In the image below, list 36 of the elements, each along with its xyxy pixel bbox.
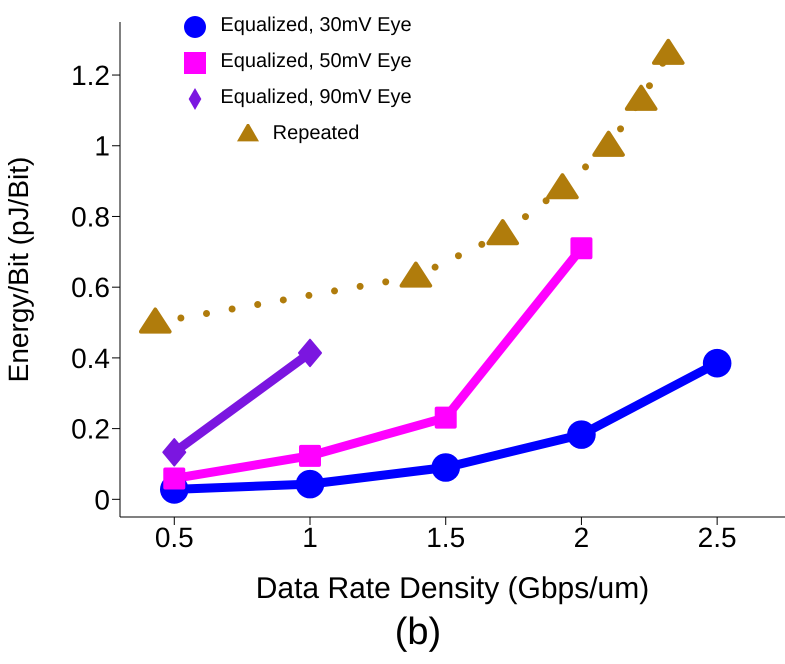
point: [652, 38, 685, 65]
y-tick-label: 0.4: [71, 342, 110, 374]
point: [592, 130, 625, 157]
x-tick-label: 1.5: [426, 522, 466, 553]
legend-label: Equalized, 90mV Eye: [220, 86, 412, 108]
legend-label: Repeated: [272, 122, 360, 144]
point: [162, 438, 186, 466]
point: [138, 308, 172, 334]
point: [296, 470, 324, 498]
x-tick-label: 0.5: [154, 522, 194, 553]
legend-label: Equalized, 30mV Eye: [220, 14, 412, 36]
point: [400, 262, 432, 288]
point: [567, 420, 596, 449]
y-tick-label: 0: [94, 484, 110, 516]
point: [486, 219, 520, 246]
y-tick-label: 0.8: [71, 201, 110, 232]
point: [299, 444, 321, 467]
y-axis-title: Energy/Bit (pJ/Bit): [2, 156, 34, 382]
x-tick-label: 2: [574, 522, 590, 553]
y-tick-label: 1.2: [71, 60, 110, 91]
point: [570, 237, 592, 260]
point: [298, 338, 322, 368]
point: [434, 406, 457, 429]
point: [702, 348, 732, 378]
point: [163, 467, 186, 490]
point: [546, 173, 579, 200]
x-tick-label: 2.5: [698, 522, 737, 553]
y-tick-label: 0.6: [71, 272, 110, 304]
x-tick-label: 1: [302, 522, 318, 553]
text: (b): [394, 610, 442, 655]
y-tick-label: 1: [94, 130, 110, 162]
legend-label: Equalized, 50mV Eye: [220, 50, 412, 72]
point: [431, 453, 460, 482]
y-tick-label: 0.2: [71, 414, 110, 445]
point: [624, 84, 658, 111]
x-axis-title: Data Rate Density (Gbps/um): [256, 572, 650, 605]
